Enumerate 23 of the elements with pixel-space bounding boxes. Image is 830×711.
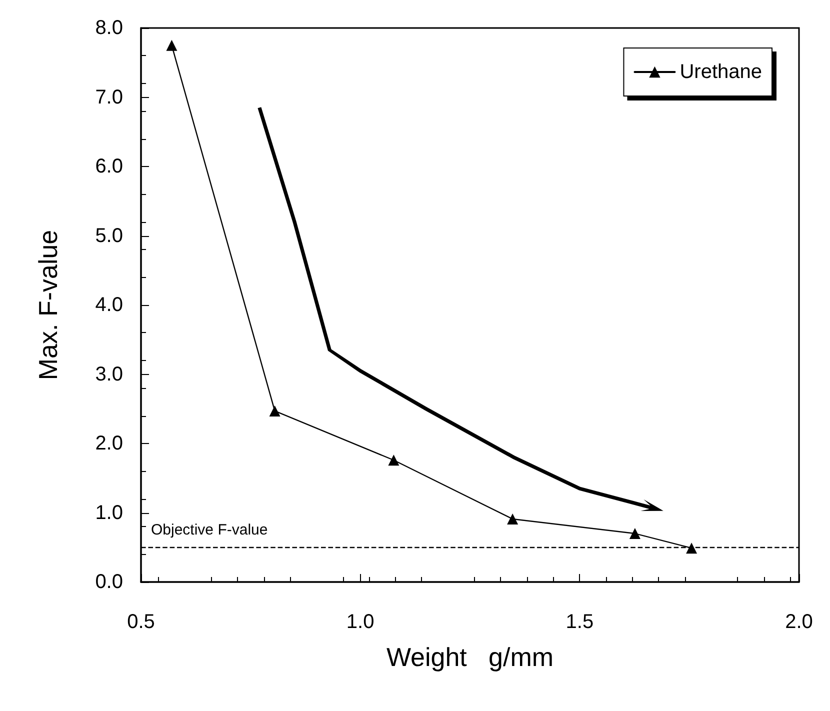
y-tick-label: 5.0: [95, 224, 123, 247]
point: [269, 405, 280, 416]
y-tick-label: 8.0: [95, 17, 123, 39]
y-axis-title: Max. F-value: [33, 230, 63, 380]
point: [629, 528, 640, 540]
point: [507, 513, 518, 524]
x-tick-label: 1.5: [566, 611, 594, 633]
x-tick-label: 2.0: [785, 611, 813, 633]
x-axis-title: Weight g/mm: [386, 642, 554, 672]
x-tick-label: 0.5: [127, 611, 155, 633]
point: [686, 542, 698, 554]
y-tick-label: 7.0: [95, 86, 123, 108]
y-tick-label: 3.0: [95, 363, 123, 386]
point: [388, 454, 400, 466]
legend-label: Urethane: [680, 61, 762, 83]
y-tick-label: 0.0: [95, 571, 123, 593]
x-tick-label: 1.0: [346, 611, 374, 633]
y-tick-label: 2.0: [95, 432, 123, 454]
point: [166, 40, 178, 51]
ref-line-label: Objective F-value: [151, 521, 268, 538]
y-tick-label: 6.0: [95, 156, 123, 178]
y-tick-label: 1.0: [95, 502, 123, 524]
y-tick-label: 4.0: [95, 294, 123, 316]
